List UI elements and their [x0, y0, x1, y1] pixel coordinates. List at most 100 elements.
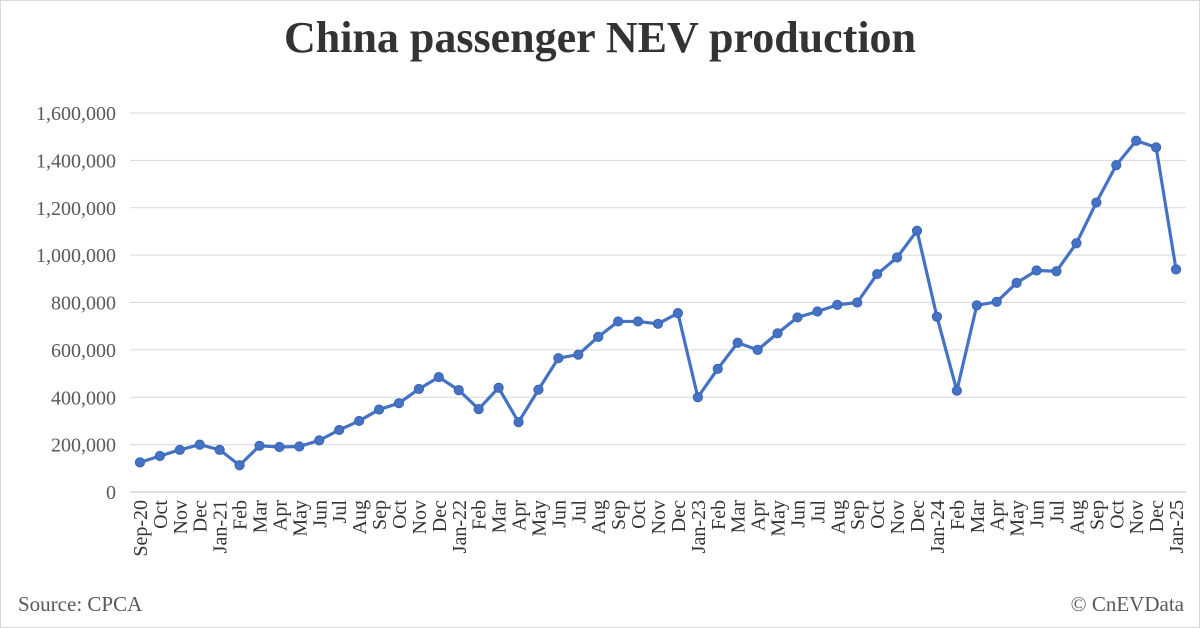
data-point: [692, 392, 703, 403]
x-tick-label: Dec: [190, 500, 212, 532]
x-tick-label: Jan-22: [449, 500, 471, 553]
x-tick-label: Oct: [867, 500, 889, 529]
data-point: [573, 349, 584, 360]
data-point: [154, 450, 165, 462]
data-point: [1170, 264, 1182, 275]
data-point: [134, 457, 146, 468]
data-point: [1151, 142, 1162, 153]
data-point: [254, 440, 265, 451]
x-tick-label: Jan-21: [210, 500, 232, 553]
data-point: [274, 441, 285, 453]
y-axis-ticks: 0 200,000 400,000 600,000 800,000 1,000,000 1,…: [36, 103, 116, 504]
source-note: Source: CPCA: [18, 592, 143, 616]
data-point: [593, 331, 604, 342]
x-tick-label: May: [1007, 500, 1029, 537]
x-tick-label: Apr: [748, 500, 770, 531]
data-point: [852, 297, 863, 308]
data-point: [672, 308, 684, 319]
data-point: [1111, 160, 1122, 171]
y-tick-label: 0: [106, 482, 116, 504]
x-tick-label: Jun: [548, 500, 570, 528]
data-point: [373, 404, 385, 415]
data-point: [712, 363, 723, 374]
x-tick-label: Jun: [1027, 500, 1049, 528]
x-tick-label: Oct: [150, 500, 172, 529]
data-point: [194, 439, 205, 450]
data-point: [513, 417, 524, 428]
x-tick-label: Nov: [887, 500, 909, 534]
data-point: [792, 312, 803, 323]
x-tick-label: Jan-24: [927, 500, 949, 553]
data-point: [1091, 197, 1102, 208]
y-tick-label: 200,000: [51, 435, 116, 457]
series-production: [134, 135, 1182, 471]
x-tick-label: Oct: [1106, 500, 1128, 529]
x-tick-label: Jun: [309, 500, 331, 528]
data-point: [991, 296, 1002, 307]
x-tick-label: Nov: [170, 500, 192, 534]
x-tick-label: Dec: [668, 500, 690, 532]
x-tick-label: Feb: [708, 500, 730, 530]
data-point: [911, 225, 923, 236]
data-point: [234, 460, 245, 471]
data-point: [354, 415, 365, 427]
x-tick-label: Aug: [827, 500, 849, 534]
data-point: [314, 435, 325, 446]
x-tick-label: Mar: [967, 500, 989, 534]
data-point: [174, 444, 185, 455]
data-point: [732, 337, 743, 348]
data-point: [294, 441, 305, 452]
credit-note: © CnEVData: [1070, 592, 1184, 616]
data-point: [1131, 135, 1142, 146]
x-tick-label: Aug: [1066, 500, 1088, 534]
data-point: [1051, 266, 1062, 277]
y-tick-label: 1,600,000: [36, 103, 116, 125]
data-point: [613, 316, 624, 327]
data-point: [453, 385, 464, 396]
data-point: [872, 268, 883, 280]
x-tick-label: Nov: [648, 500, 670, 534]
x-tick-label: Jan-25: [1166, 500, 1188, 553]
data-point: [553, 353, 564, 364]
data-point: [812, 306, 823, 317]
x-tick-label: Feb: [947, 500, 969, 530]
x-tick-label: Mar: [489, 500, 511, 534]
x-tick-label: Jul: [1046, 500, 1068, 524]
x-tick-label: May: [528, 500, 550, 537]
x-tick-label: Dec: [907, 500, 929, 532]
x-tick-label: May: [289, 500, 311, 537]
data-point: [632, 316, 644, 327]
x-tick-label: Sep-20: [130, 500, 152, 557]
x-tick-label: May: [768, 500, 790, 537]
x-tick-label: Jul: [329, 500, 351, 524]
y-tick-label: 600,000: [51, 340, 116, 362]
chart-title: China passenger NEV production: [283, 13, 917, 62]
x-tick-label: Dec: [1146, 500, 1168, 532]
y-tick-label: 1,400,000: [36, 150, 116, 172]
data-point: [413, 383, 425, 395]
data-point: [1071, 238, 1082, 249]
x-tick-label: Jan-23: [688, 500, 710, 553]
x-tick-label: Dec: [429, 500, 451, 532]
y-tick-label: 400,000: [51, 387, 116, 409]
x-tick-label: Oct: [389, 500, 411, 529]
x-tick-label: Feb: [469, 500, 491, 530]
data-point: [533, 384, 544, 395]
x-tick-label: Sep: [847, 500, 869, 530]
data-point: [393, 398, 405, 409]
x-tick-label: Apr: [987, 500, 1009, 531]
data-point: [433, 372, 444, 383]
x-tick-label: Jul: [568, 500, 590, 524]
x-tick-label: Mar: [250, 500, 272, 534]
data-point: [832, 299, 843, 310]
data-point: [931, 311, 943, 322]
x-tick-label: Sep: [1086, 500, 1108, 530]
data-point: [493, 382, 504, 393]
x-tick-label: Aug: [349, 500, 371, 534]
x-tick-label: Jul: [807, 500, 829, 524]
x-tick-label: Jun: [787, 500, 809, 528]
data-point: [1031, 265, 1042, 276]
x-tick-label: Sep: [608, 500, 630, 530]
data-point: [951, 385, 962, 396]
